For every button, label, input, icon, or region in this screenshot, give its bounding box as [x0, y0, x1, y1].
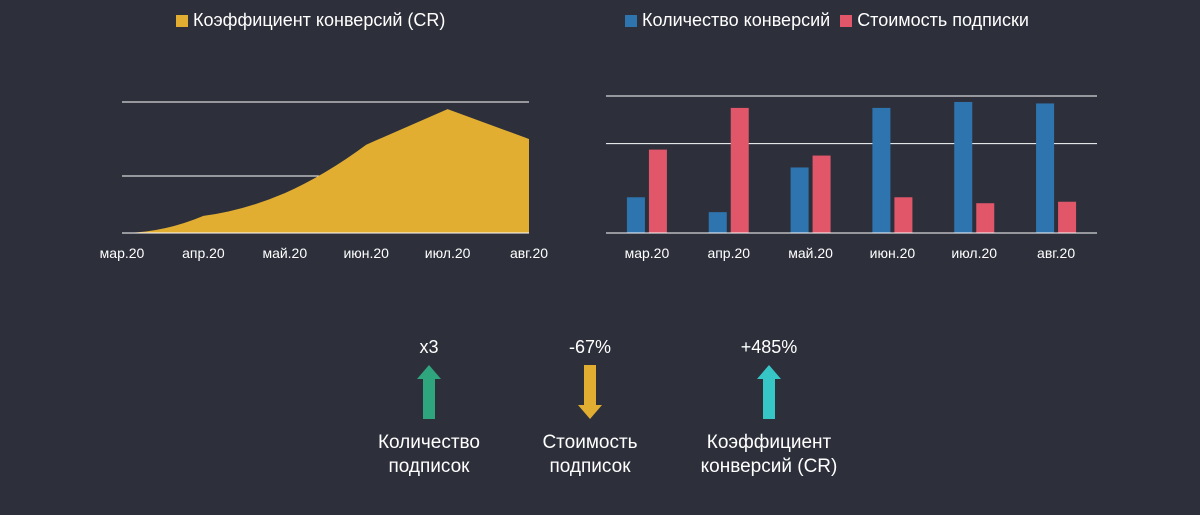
legend-swatch-subscription-cost: [840, 14, 853, 27]
x-tick-label: апр.20: [182, 245, 225, 261]
x-tick-label: мар.20: [100, 245, 145, 261]
stat-subscriptions-value: x3: [419, 337, 439, 357]
x-tick-label: мар.20: [625, 245, 670, 261]
legend-swatch-cr: [176, 14, 188, 27]
stat-conversion-rate-label-line: конверсий (CR): [700, 456, 838, 477]
bar-chart-legend: Количество конверсий Стоимость подписки: [625, 10, 1039, 31]
stat-subscriptions: x3 Количество подписок: [349, 335, 509, 479]
x-tick-label: авг.20: [1037, 245, 1075, 261]
arrow-down-icon: [578, 365, 602, 419]
area-chart-legend: Коэффициент конверсий (CR): [176, 10, 455, 31]
bar-conversions: [1036, 103, 1055, 234]
arrow-up-icon: [417, 365, 441, 419]
stat-subscription-cost-label-line: подписок: [549, 456, 631, 477]
x-tick-label: июл.20: [951, 245, 997, 261]
bar-conversions: [708, 212, 727, 233]
bar-conversions: [954, 101, 973, 234]
stat-subscription-cost-label-line: Стоимость: [542, 432, 638, 453]
stat-subscriptions-label-line: подписок: [388, 456, 470, 477]
bar-subscription-cost: [976, 203, 995, 233]
legend-label-subscription-cost: Стоимость подписки: [857, 10, 1029, 30]
legend-item-conversions: Количество конверсий: [625, 10, 830, 31]
bar-subscription-cost: [894, 197, 913, 233]
bar-conversions: [872, 107, 891, 233]
bar-subscription-cost: [1058, 201, 1077, 233]
legend-item-cr: Коэффициент конверсий (CR): [176, 10, 445, 31]
stat-subscriptions-label: Количество подписок: [378, 431, 480, 479]
stat-conversion-rate: +485% Коэффициент конверсий (CR): [689, 335, 849, 479]
bar-subscription-cost: [812, 155, 831, 233]
legend-swatch-conversions: [625, 14, 637, 27]
stat-subscription-cost-value: -67%: [568, 337, 612, 357]
bar-conversions: [626, 197, 645, 233]
stat-conversion-rate-value: +485%: [740, 337, 798, 357]
x-tick-label: апр.20: [707, 245, 750, 261]
arrow-up-icon: [757, 365, 781, 419]
charts-canvas: мар.20 апр.20 май.20 июн.20 июл.20 авг.20 мар.…: [100, 95, 1097, 261]
legend-label-cr: Коэффициент конверсий (CR): [193, 10, 446, 30]
x-tick-label: май.20: [788, 245, 833, 261]
stat-conversion-rate-label-line: Коэффициент: [706, 432, 832, 453]
stat-conversion-rate-label: Коэффициент конверсий (CR): [701, 431, 838, 479]
x-tick-label: авг.20: [510, 245, 548, 261]
x-tick-label: май.20: [262, 245, 307, 261]
bar-subscription-cost: [648, 149, 667, 233]
x-tick-label: июн.20: [870, 245, 916, 261]
area-series-cr: [122, 109, 529, 233]
x-tick-label: июн.20: [343, 245, 389, 261]
stat-subscriptions-label-line: Количество: [377, 432, 481, 453]
x-tick-label: июл.20: [425, 245, 471, 261]
legend-label-conversions: Количество конверсий: [642, 10, 831, 30]
stat-subscription-cost-label: Стоимость подписок: [542, 431, 637, 479]
legend-item-subscription-cost: Стоимость подписки: [840, 10, 1029, 31]
bar-conversions: [790, 167, 809, 233]
stat-subscription-cost: -67% Стоимость подписок: [510, 335, 670, 479]
bar-subscription-cost: [730, 107, 749, 233]
